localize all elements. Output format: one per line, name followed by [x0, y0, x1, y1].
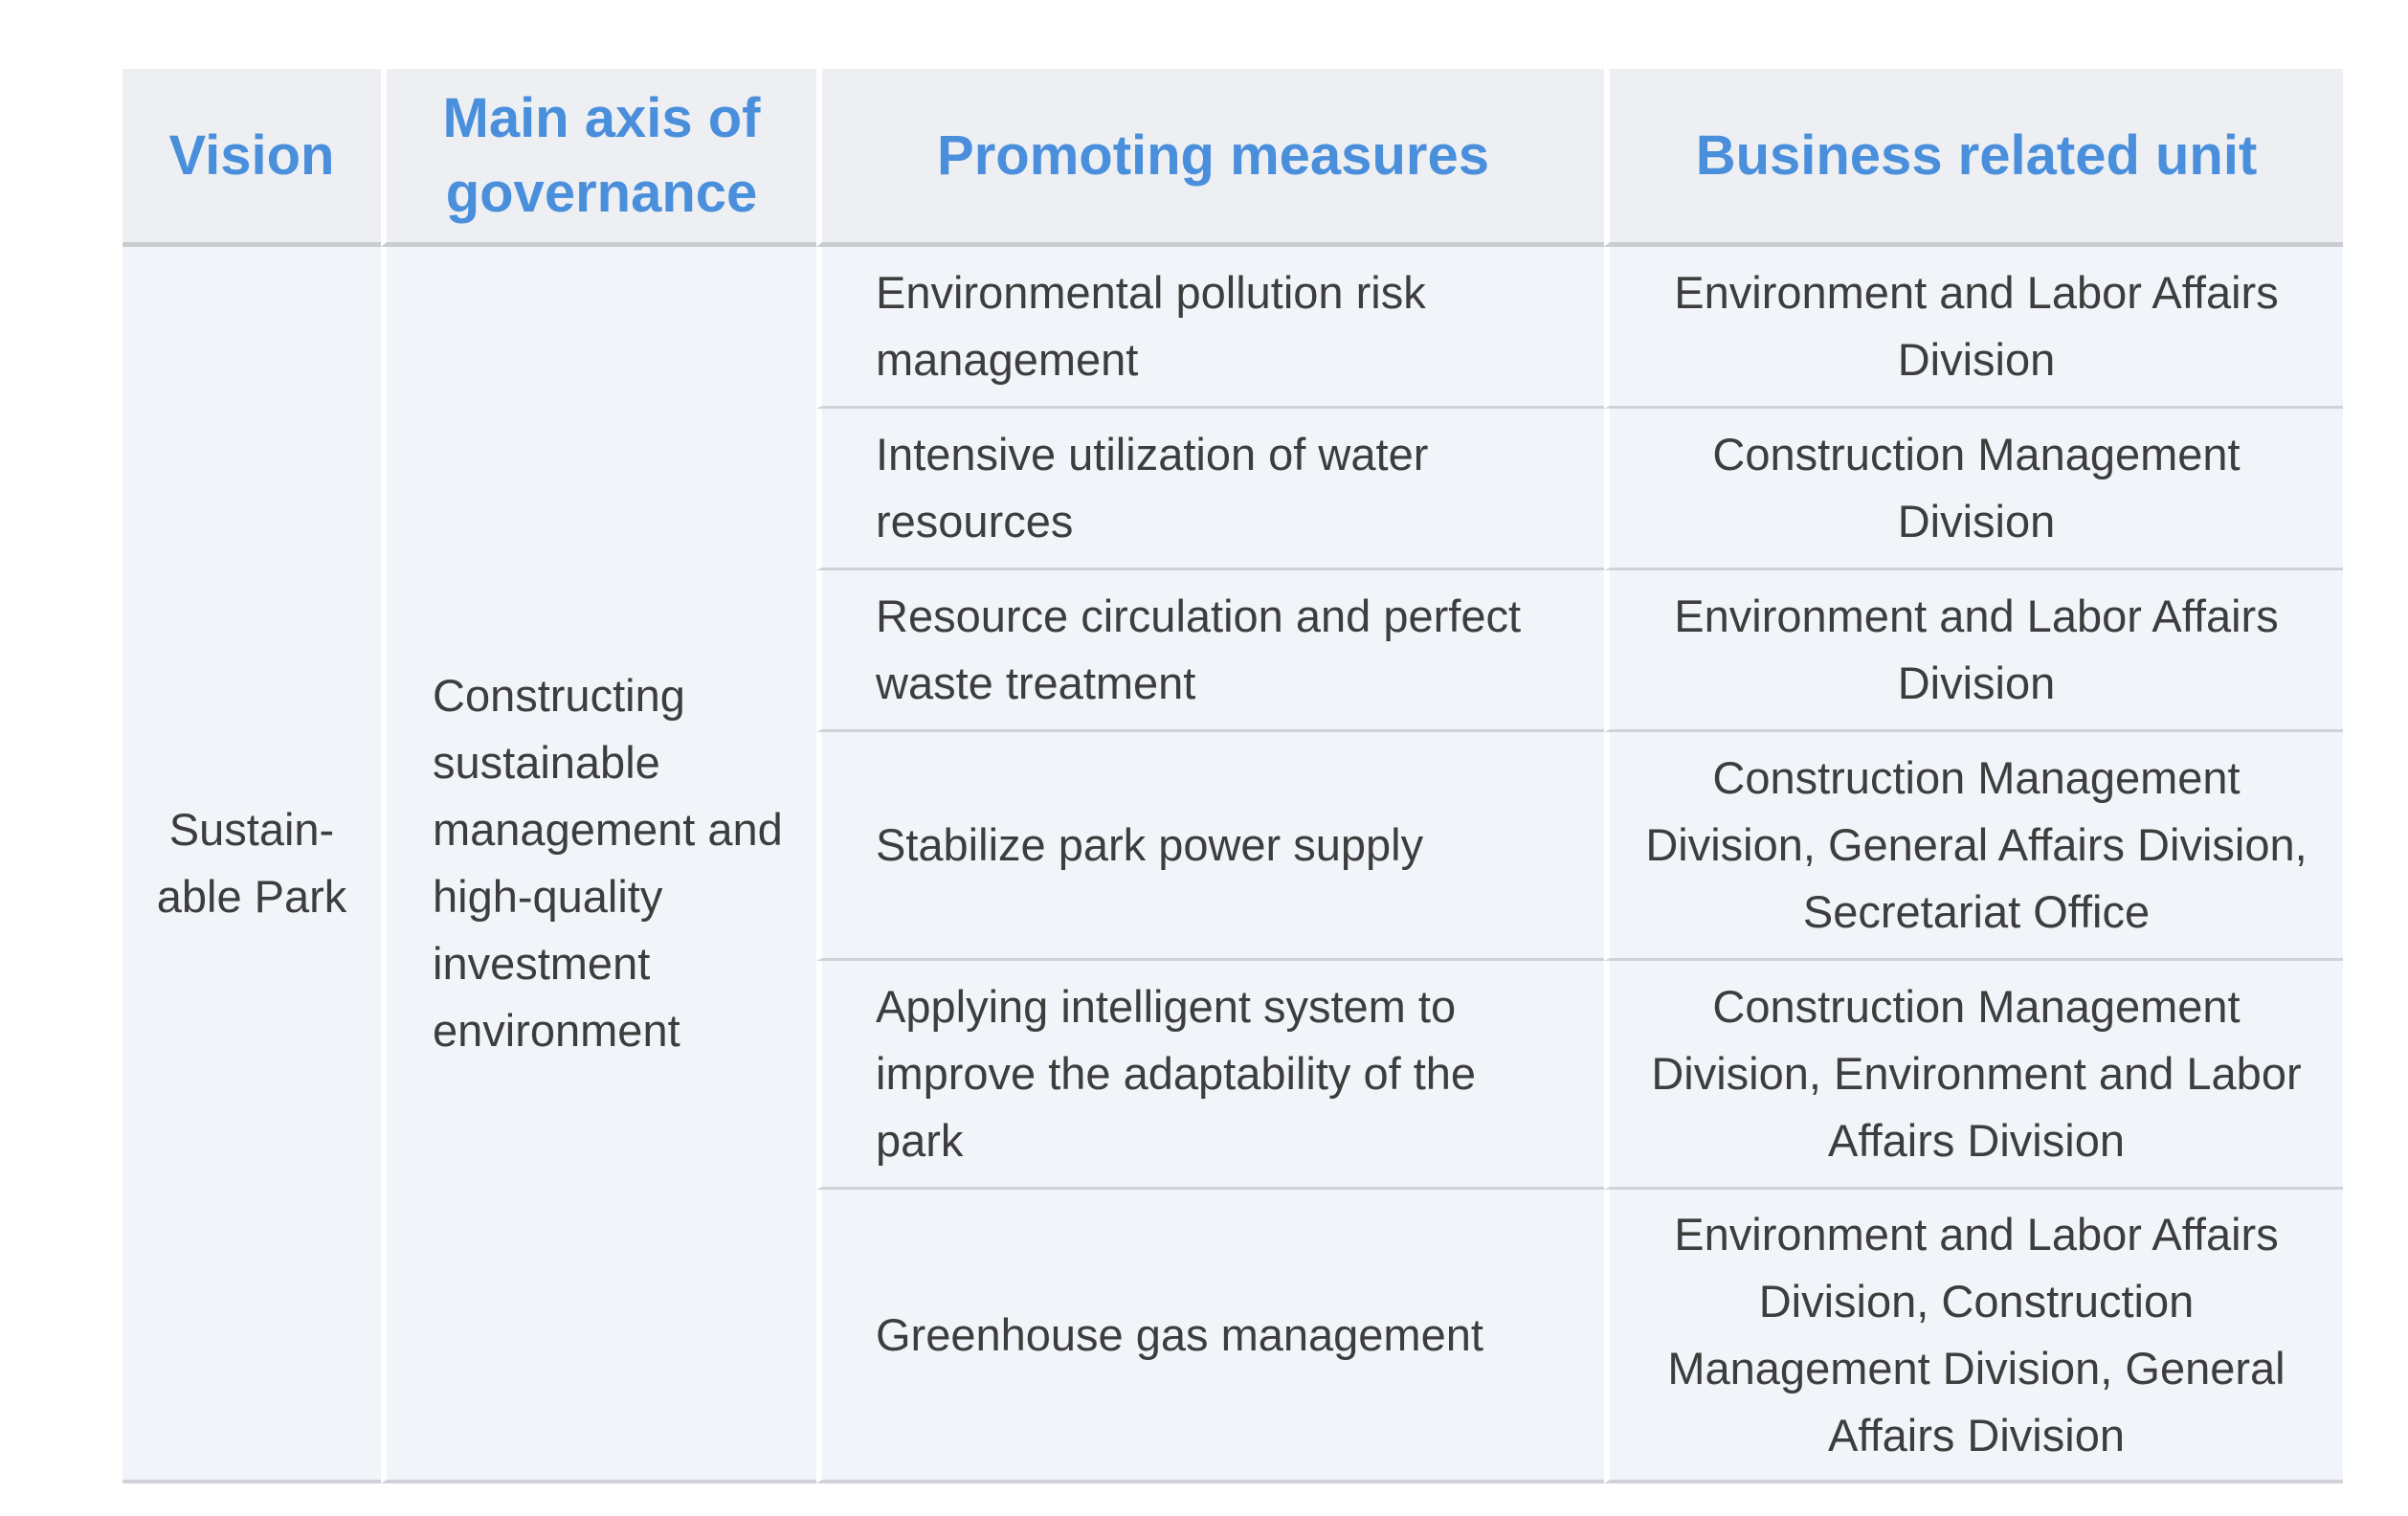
measure-cell: Stabilize park power supply [816, 732, 1604, 961]
vision-cell: Sustain-able Park [123, 247, 381, 1483]
header-vision: Vision [123, 69, 381, 247]
table-body: Sustain-able Park Constructing sustainab… [123, 247, 2343, 1483]
unit-cell: Environment and Labor Affairs Division [1604, 247, 2343, 409]
table-row: Greenhouse gas management Environment an… [123, 1190, 2343, 1483]
measure-cell: Intensive utilization of water resources [816, 409, 1604, 570]
header-row: Vision Main axis of governance Promoting… [123, 69, 2343, 247]
unit-cell: Construction Management Division, Enviro… [1604, 961, 2343, 1190]
main-axis-cell: Constructing sustainable management and … [381, 247, 816, 1483]
header-main-axis: Main axis of governance [381, 69, 816, 247]
header-business-unit: Business related unit [1604, 69, 2343, 247]
measure-cell: Resource circulation and perfect waste t… [816, 570, 1604, 732]
unit-cell: Construction Management Division, Genera… [1604, 732, 2343, 961]
table-row: Applying intelligent system to improve t… [123, 961, 2343, 1190]
table-row: Sustain-able Park Constructing sustainab… [123, 247, 2343, 1483]
unit-cell: Environment and Labor Affairs Division [1604, 570, 2343, 732]
table-header: Vision Main axis of governance Promoting… [123, 69, 2343, 247]
table-row: Resource circulation and perfect waste t… [123, 570, 2343, 732]
measure-cell: Applying intelligent system to improve t… [816, 961, 1604, 1190]
table-row: Intensive utilization of water resources… [123, 409, 2343, 570]
governance-table-container: Vision Main axis of governance Promoting… [123, 69, 2343, 1483]
table-row: Stabilize park power supply Construction… [123, 732, 2343, 961]
measure-cell: Environmental pollution risk management [816, 247, 1604, 409]
unit-cell: Construction Management Division [1604, 409, 2343, 570]
measure-cell: Greenhouse gas management [816, 1190, 1604, 1483]
unit-cell: Environment and Labor Affairs Division, … [1604, 1190, 2343, 1483]
governance-table: Vision Main axis of governance Promoting… [123, 69, 2343, 1483]
header-promoting-measures: Promoting measures [816, 69, 1604, 247]
